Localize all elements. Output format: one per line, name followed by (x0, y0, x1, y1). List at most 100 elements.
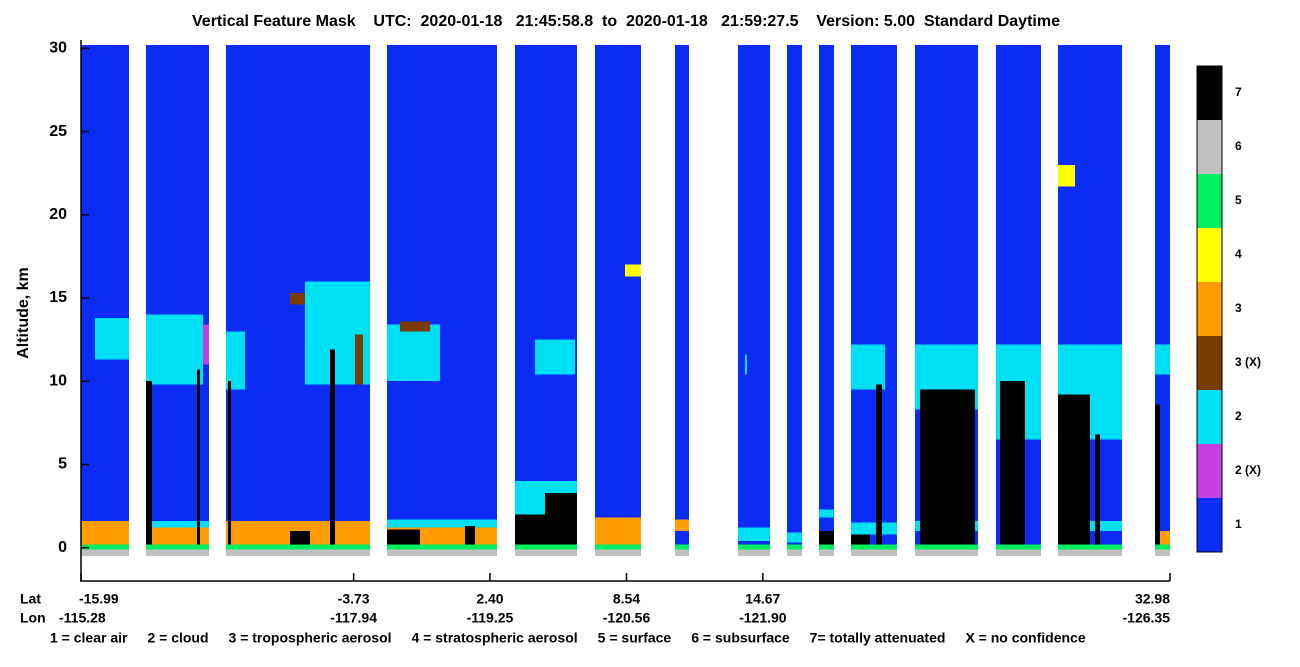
y-tick-label: 10 (49, 372, 67, 389)
feature-cell (920, 389, 975, 545)
colorbar-cell (1197, 498, 1222, 552)
feature-cell (145, 549, 210, 557)
feature-cell (624, 264, 641, 277)
feature-cell (594, 549, 641, 557)
feature-cell (515, 544, 578, 550)
feature-cell (515, 549, 578, 557)
feature-cell (515, 514, 546, 545)
feature-cell (738, 549, 770, 557)
feature-cell (819, 509, 834, 518)
colorbar-label: 1 (1235, 517, 1242, 531)
feature-cell (290, 293, 305, 305)
legend-item: 6 = subsurface (691, 630, 790, 646)
colorbar-cell (1197, 174, 1222, 228)
feature-cell (738, 527, 770, 542)
feature-cell (81, 549, 130, 557)
feature-cell (851, 544, 898, 550)
legend-item: 3 = tropospheric aerosol (229, 630, 392, 646)
feature-cell (996, 544, 1042, 550)
feature-cell (1057, 544, 1122, 550)
feature-cell (386, 529, 420, 545)
feature-cell (197, 369, 200, 545)
feature-cell (386, 549, 498, 557)
feature-cell (745, 354, 748, 375)
feature-cell (1057, 549, 1122, 557)
legend-item: 5 = surface (598, 630, 672, 646)
feature-cell (674, 45, 689, 557)
x-row-label: Lon (20, 610, 46, 626)
feature-cell (787, 532, 802, 543)
colorbar-cell (1197, 390, 1222, 444)
x-tick-label: 2.40 (476, 591, 503, 607)
feature-cell (674, 544, 689, 550)
feature-cell (851, 45, 898, 557)
x-tick-label: 14.67 (745, 591, 780, 607)
feature-cell (81, 45, 130, 557)
feature-cell (914, 549, 979, 557)
feature-cell (1095, 434, 1100, 545)
feature-cell (1089, 521, 1122, 532)
legend-item: 2 = cloud (147, 630, 208, 646)
legend-item: 4 = stratospheric aerosol (412, 630, 578, 646)
colorbar-cell (1197, 444, 1222, 498)
feature-cell (515, 45, 578, 557)
feature-cell (594, 45, 641, 557)
chart-title: Vertical Feature Mask UTC: 2020-01-18 21… (192, 13, 1060, 30)
feature-cell (819, 544, 834, 550)
feature-cell (1057, 164, 1076, 187)
feature-cell (386, 324, 440, 382)
legend-item: 1 = clear air (50, 630, 128, 646)
feature-cell (386, 519, 498, 528)
feature-cell (787, 544, 802, 550)
feature-cell (227, 381, 231, 545)
colorbar-label: 3 (1235, 301, 1242, 315)
feature-cell (145, 314, 204, 385)
feature-cell (851, 534, 871, 545)
feature-cell (1000, 381, 1026, 545)
y-tick-label: 20 (49, 206, 67, 223)
feature-cell (1155, 544, 1170, 550)
feature-cell (738, 544, 770, 550)
feature-cell (914, 544, 979, 550)
lon-tick-label: -126.35 (1123, 610, 1171, 626)
x-tick-label: 8.54 (613, 591, 640, 607)
feature-cell (81, 544, 130, 550)
feature-cell (674, 549, 689, 557)
feature-cell (535, 339, 576, 375)
legend-item: 7= totally attenuated (810, 630, 946, 646)
feature-cell (290, 531, 310, 545)
feature-cell (225, 331, 246, 390)
colorbar-cell (1197, 282, 1222, 336)
lon-tick-label: -115.28 (59, 610, 106, 626)
feature-cell (81, 521, 130, 545)
feature-cell (819, 531, 834, 545)
y-tick-label: 25 (49, 123, 67, 140)
x-row-label: Lat (20, 591, 41, 607)
feature-cell (674, 519, 689, 532)
colorbar-label: 2 (1235, 409, 1242, 423)
feature-cell (386, 544, 498, 550)
feature-cell (594, 517, 641, 545)
y-tick-label: 5 (58, 456, 67, 473)
y-tick-label: 0 (58, 539, 67, 556)
feature-cell (400, 321, 430, 332)
feature-cell (1155, 344, 1170, 375)
lon-tick-label: -117.94 (330, 610, 377, 626)
y-axis-label: Altitude, km (15, 267, 32, 359)
lon-tick-label: -121.90 (739, 610, 787, 626)
feature-cell (851, 549, 898, 557)
colorbar-label: 6 (1235, 139, 1242, 153)
feature-cell (1155, 549, 1170, 557)
feature-cell (876, 384, 883, 545)
feature-cell (330, 349, 335, 545)
colorbar-label: 4 (1235, 247, 1242, 261)
feature-cell (1155, 404, 1161, 545)
legend-item: X = no confidence (965, 630, 1085, 646)
y-tick-label: 30 (49, 40, 67, 57)
colorbar-label: 3 (X) (1235, 355, 1261, 369)
colorbar-cell (1197, 336, 1222, 390)
colorbar-label: 5 (1235, 193, 1242, 207)
feature-cell (465, 526, 476, 545)
feature-cell (545, 492, 578, 545)
x-tick-label: -3.73 (338, 591, 370, 607)
